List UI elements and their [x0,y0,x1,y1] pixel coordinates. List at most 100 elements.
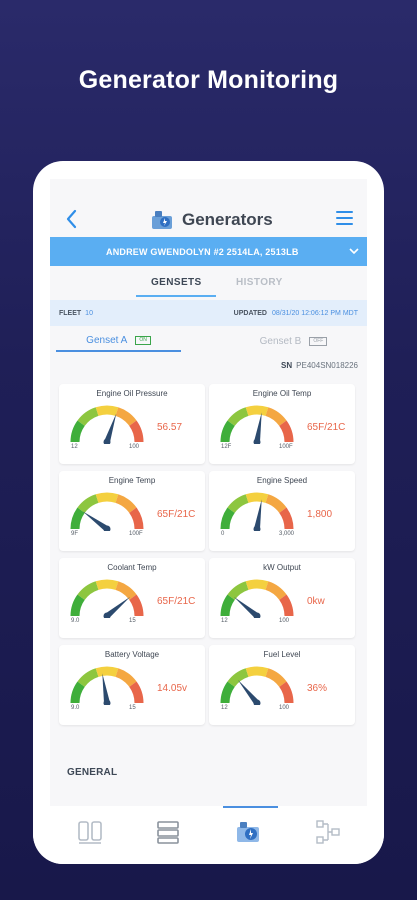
tab-gensets[interactable]: GENSETS [151,277,202,288]
gauge-card: Engine Temp 65F/21C 9F 100F [59,471,205,551]
gauge-value: 65F/21C [157,509,196,520]
nav-bar: Generators [50,199,367,239]
chevron-left-icon[interactable] [64,207,80,231]
active-tab-indicator [136,295,216,297]
gauge-arc-segment [129,420,144,443]
gauge-arc-segment [129,507,144,530]
gauge-hub [253,525,261,531]
gauge-max-label: 100 [129,444,140,450]
gauge-arc-segment [70,507,85,530]
view-tabs: GENSETS HISTORY [50,271,367,298]
gauge-dial [220,492,294,531]
genset-a-tab[interactable]: Genset A ON [56,330,181,352]
bottom-nav-active-indicator [223,806,278,808]
gauge-card: Battery Voltage 14.05v 9.0 15 [59,645,205,725]
server-rack-icon[interactable] [154,818,182,846]
fleet-value: 10 [85,309,93,317]
gauge-hub [103,699,111,705]
hamburger-menu-icon[interactable] [336,211,353,225]
gauge-arc-segment [95,492,119,503]
gauge-arc-segment [265,407,287,427]
gauge-title: Fuel Level [263,650,301,659]
gauge-hub [253,438,261,444]
headline: Generator Monitoring [78,66,339,94]
generator-icon [152,211,172,229]
gauge-needle [254,499,262,530]
gauge-hub [103,438,111,444]
gauge-arc-segment [227,407,249,427]
gauge-arc-segment [279,507,294,530]
gauge-dial [220,405,294,444]
gauge-value: 65F/21C [307,422,346,433]
gauge-hub [103,525,111,531]
gauge-arc-segment [245,579,269,590]
gauge-value: 0kw [307,596,325,607]
gauge-min-label: 9.0 [71,618,80,624]
gauge-arc-segment [279,594,294,617]
gauge-hub [253,699,261,705]
gauge-max-label: 100F [129,531,143,537]
gauge-hub [253,612,261,618]
gauge-card: Engine Oil Temp 65F/21C 12F 100F [209,384,355,464]
gauge-arc-segment [129,681,144,704]
genset-b-status-badge: OFF [309,336,328,346]
genset-b-tab[interactable]: Genset B OFF [231,330,356,352]
gauge-min-label: 12F [221,444,232,450]
genset-tabs: Genset A ON Genset B OFF [50,330,367,354]
section-general: GENERAL [67,767,118,778]
gauge-hub [103,612,111,618]
generator-nav-icon[interactable] [234,818,262,846]
gauge-arc-segment [115,407,137,427]
fleet-icon[interactable] [76,818,104,846]
gauge-needle [237,679,260,705]
gauge-max-label: 100 [279,705,290,711]
gauge-dial [220,579,294,618]
updated-value: 08/31/20 12:06:12 PM MDT [272,309,358,317]
gauge-arc-segment [220,681,235,704]
gauge-value: 65F/21C [157,596,196,607]
gauge-value: 56.57 [157,422,183,433]
gauge-min-label: 12 [71,444,78,450]
gauge-arc-segment [77,668,99,688]
gauge-arc-segment [265,581,287,601]
serial-value: PE404SN018226 [296,361,358,370]
gauge-min-label: 9.0 [71,705,80,711]
gauge-arc-segment [70,594,85,617]
gauge-arc-segment [70,420,85,443]
tab-history[interactable]: HISTORY [236,277,283,288]
gauge-arc-segment [115,494,137,514]
gauge-arc-segment [70,681,85,704]
gauge-title: Battery Voltage [104,650,160,659]
genset-a-label: Genset A [86,334,128,346]
gauge-arc-segment [279,681,294,704]
gauge-dial [70,405,144,444]
gauge-needle [102,673,110,704]
gauge-title: Engine Speed [256,476,308,485]
app-screen: Generators ANDREW GWENDOLYN #2 2514LA, 2… [50,179,367,819]
gauge-dial [220,666,294,705]
network-tree-icon[interactable] [314,818,342,846]
gauge-arc-segment [95,666,119,677]
gauge-card: Fuel Level 36% 12 100 [209,645,355,725]
gauge-arc-segment [220,507,235,530]
gauge-max-label: 15 [129,705,136,711]
site-selector[interactable]: ANDREW GWENDOLYN #2 2514LA, 2513LB [50,237,367,266]
gauge-arc-segment [220,420,235,443]
gauge-arc-segment [227,494,249,514]
page-title: Generators [182,210,273,229]
gauge-arc-segment [77,581,99,601]
gauge-title: kW Output [263,563,301,572]
gauge-arc-segment [77,407,99,427]
site-name: ANDREW GWENDOLYN #2 2514LA, 2513LB [106,246,299,257]
gauge-dial [70,579,144,618]
gauge-card: Coolant Temp 65F/21C 9.0 15 [59,558,205,638]
gauge-arc-segment [245,666,269,677]
fleet-label: FLEET [59,309,82,317]
gauge-dial [70,666,144,705]
bottom-nav [33,806,384,864]
gauge-card: Engine Speed 1,800 0 3,000 [209,471,355,551]
gauge-min-label: 12 [221,618,228,624]
gauge-arc-segment [227,668,249,688]
gauge-arc-segment [115,668,137,688]
chevron-down-icon [349,248,359,255]
